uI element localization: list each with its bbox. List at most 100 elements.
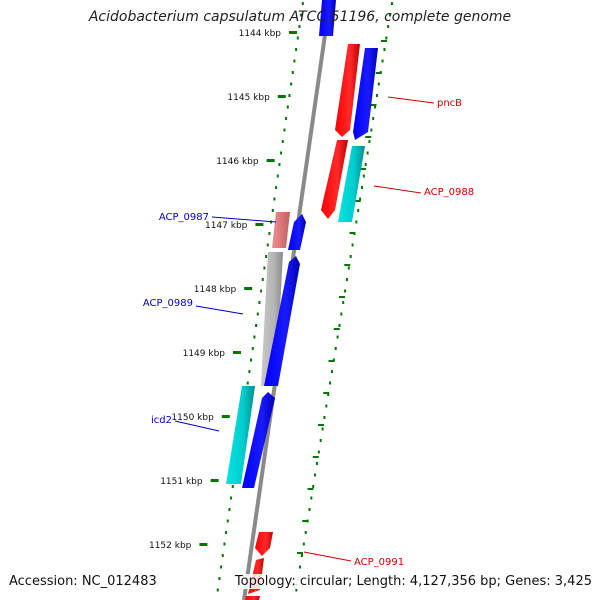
- ring-dot: [308, 508, 311, 511]
- ring-dot: [258, 301, 261, 304]
- ring-dot: [246, 381, 249, 385]
- tick-label: 1152 kbp: [149, 541, 192, 551]
- ring-dot: [342, 301, 345, 304]
- ring-dot: [273, 197, 276, 201]
- ring-dot: [260, 289, 263, 293]
- ring-dot: [345, 278, 348, 281]
- ring-dot: [300, 13, 303, 17]
- ring-dot: [321, 427, 324, 431]
- gene-icd2[interactable]: [226, 386, 255, 484]
- ring-dot: [295, 48, 298, 51]
- ring-dot: [283, 128, 286, 132]
- ring-dot: [368, 140, 371, 143]
- ring-dot: [250, 358, 253, 362]
- major-tick: [277, 95, 286, 98]
- ring-dot: [359, 197, 362, 201]
- kbp-scale: 1144 kbp 1145 kbp 1146 kbp 1147 kbp 1148 kbp…: [149, 29, 387, 586]
- minor-tick: [365, 136, 372, 138]
- gene-red[interactable]: [245, 596, 260, 600]
- minor-tick: [333, 328, 340, 330]
- tick-label: 1148 kbp: [194, 285, 237, 295]
- ring-dot: [351, 243, 354, 247]
- ring-dot: [390, 2, 393, 5]
- gene-red[interactable]: [321, 140, 348, 219]
- label-pnc-b[interactable]: pncB: [437, 98, 462, 109]
- gene-blue[interactable]: [242, 392, 275, 488]
- minor-tick: [370, 104, 377, 106]
- ring-dot: [340, 312, 343, 316]
- gene-track: [226, 0, 378, 600]
- label-connector: [373, 185, 422, 194]
- minor-tick: [344, 264, 351, 266]
- ring-dot: [286, 105, 289, 109]
- ring-dot: [253, 335, 256, 339]
- ring-dot: [312, 485, 315, 488]
- ring-dot: [383, 48, 386, 51]
- ring-dot: [220, 565, 223, 569]
- ring-dot: [385, 36, 388, 40]
- ring-dot: [389, 13, 392, 17]
- gene-blue[interactable]: [319, 0, 336, 36]
- ring-dot: [288, 94, 291, 97]
- tick-label: 1144 kbp: [239, 29, 282, 39]
- gene-labels: pncB ACP_0988 ACP_0991 ACP_0987 ACP_0989 icd2: [143, 96, 474, 568]
- tick-label: 1149 kbp: [183, 349, 226, 359]
- ring-dot: [293, 59, 296, 63]
- ring-dot: [268, 232, 271, 235]
- ring-dot: [334, 347, 337, 350]
- label-connector: [211, 216, 277, 223]
- ring-dot: [314, 473, 317, 477]
- ring-dot: [226, 519, 229, 523]
- ring-dot: [301, 2, 304, 5]
- ring-dot: [278, 163, 281, 166]
- ring-dot: [387, 25, 390, 28]
- ring-dot: [255, 324, 258, 327]
- major-tick: [266, 159, 275, 162]
- ring-dot: [276, 174, 279, 178]
- gene-blue[interactable]: [353, 48, 378, 140]
- gene-blue[interactable]: [264, 256, 300, 386]
- ring-dot: [299, 565, 302, 569]
- ring-dot: [296, 36, 299, 40]
- gene-acp-0988[interactable]: [338, 146, 365, 222]
- ring-dot: [281, 140, 284, 143]
- ring-dot: [290, 82, 293, 86]
- label-connector: [303, 551, 352, 562]
- ring-dot: [338, 324, 341, 327]
- minor-tick: [381, 40, 387, 42]
- gene-acp-0991[interactable]: [255, 532, 273, 556]
- gene-pnc-b[interactable]: [335, 44, 360, 137]
- ring-dot: [347, 266, 350, 270]
- tick-label: 1150 kbp: [171, 413, 214, 423]
- tick-label: 1147 kbp: [205, 221, 248, 231]
- ring-dot: [374, 105, 377, 109]
- ring-dot: [327, 393, 330, 396]
- minor-tick: [360, 168, 367, 170]
- label-connector: [195, 305, 244, 315]
- ring-dot: [317, 450, 320, 454]
- label-icd2[interactable]: icd2: [151, 415, 172, 426]
- ring-dot: [261, 278, 264, 281]
- gene-blue[interactable]: [288, 214, 306, 250]
- label-acp-0989[interactable]: ACP_0989: [143, 298, 193, 309]
- label-acp-0987[interactable]: ACP_0987: [159, 212, 209, 223]
- ring-dot: [366, 151, 369, 155]
- ring-dot: [304, 531, 307, 534]
- ring-dot: [275, 186, 278, 189]
- ring-dot: [263, 266, 266, 270]
- ring-dot: [228, 508, 231, 511]
- ring-dot: [360, 186, 363, 189]
- ring-dot: [349, 255, 352, 258]
- ring-dot: [315, 462, 318, 465]
- major-tick: [233, 351, 241, 354]
- label-acp-0988[interactable]: ACP_0988: [424, 187, 474, 198]
- ring-dot: [291, 71, 294, 74]
- ring-dot: [344, 289, 347, 293]
- ring-dot: [251, 347, 254, 350]
- gene-acp-0987[interactable]: [272, 212, 290, 248]
- ring-dot: [298, 25, 301, 28]
- label-acp-0991[interactable]: ACP_0991: [354, 557, 404, 568]
- minor-tick: [375, 72, 382, 74]
- ring-dot: [300, 554, 303, 557]
- map-title: Acidobacterium capsulatum ATCC 51196, co…: [88, 9, 512, 25]
